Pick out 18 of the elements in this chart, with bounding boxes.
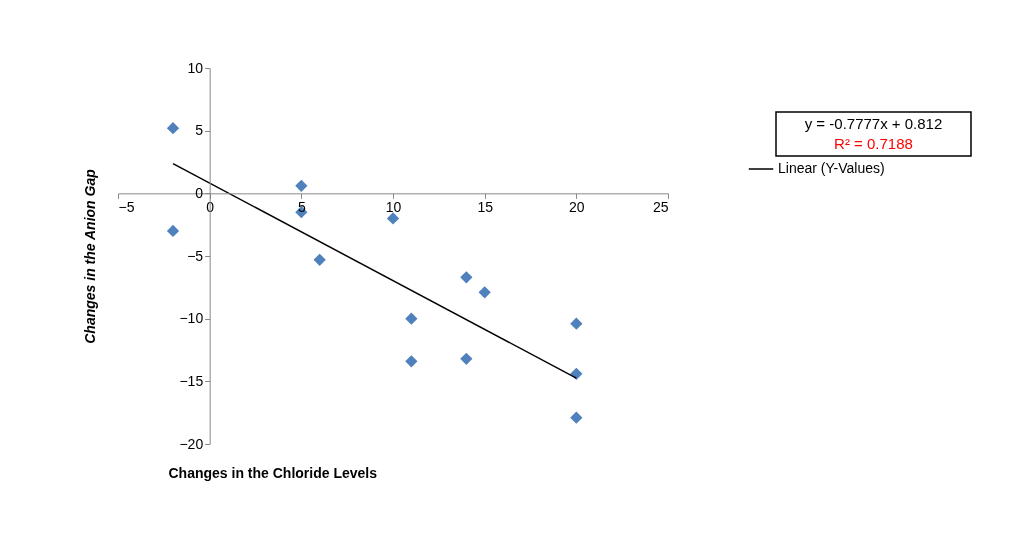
y-tick-label: 0 [195, 184, 204, 201]
y-tick-label: −5 [187, 247, 204, 264]
y-tick-label: −10 [179, 310, 204, 327]
text: y = -0.7777x + 0.812 [804, 115, 943, 132]
x-tick-label: 15 [477, 198, 494, 215]
x-axis-title: Changes in the Chloride Levels [168, 464, 378, 481]
x-tick-label: 0 [206, 198, 215, 215]
y-tick-label: 5 [195, 122, 204, 139]
x-tick-label: −5 [118, 198, 135, 215]
text: R² = 0.7188 [834, 135, 913, 152]
x-tick-label: 20 [569, 198, 585, 215]
x-tick-label: 10 [385, 198, 402, 215]
legend-label: Linear (Y-Values) [778, 160, 885, 176]
y-tick-label: −15 [179, 372, 204, 389]
y-tick-label: −20 [179, 435, 204, 452]
y-tick-label: 10 [187, 59, 204, 76]
y-axis-title: Changes in the Anion Gap [82, 168, 99, 344]
x-tick-label: 25 [652, 198, 669, 215]
